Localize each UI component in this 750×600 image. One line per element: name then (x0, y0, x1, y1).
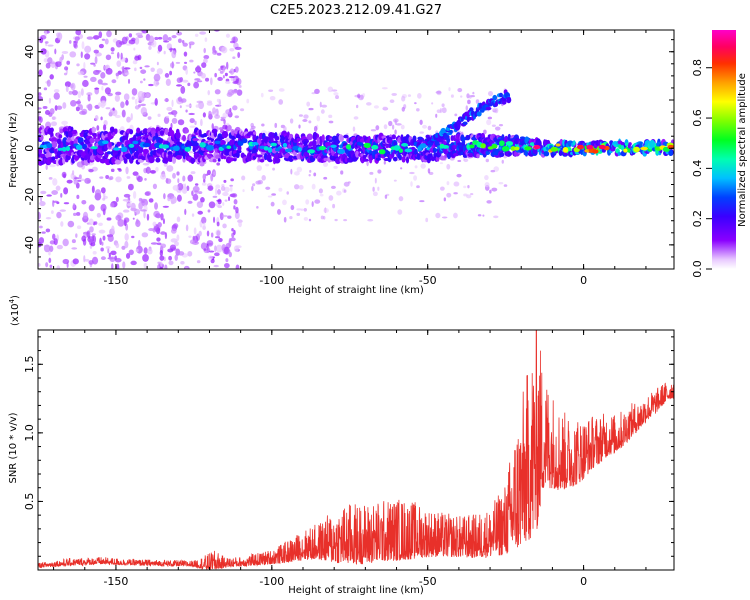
colorbar-tick-label: 0.0 (691, 260, 704, 278)
spectrogram-x-tick-label: 0 (580, 274, 587, 287)
colorbar-gradient (712, 30, 736, 269)
snr-series-line (38, 330, 674, 570)
spectrogram-y-tick-label: 40 (23, 45, 36, 59)
snr-y-tick-label: 1.5 (23, 356, 36, 374)
colorbar: 0.0 0.2 0.4 0.6 0.8 Normalized spectral ampl… (691, 30, 748, 278)
spectrogram-x-tick-label: -150 (103, 274, 128, 287)
colorbar-tick-label: 0.4 (691, 160, 704, 178)
colorbar-label: Normalized spectral amplitude (737, 73, 748, 227)
snr-panel: -150 -100 -50 0 0.5 1.0 1.5 Height of straight… (8, 295, 675, 596)
spectrogram-y-tick-label: 0 (23, 145, 36, 152)
chart-title: C2E5.2023.212.09.41.G27 (270, 3, 442, 18)
snr-x-tick-label: 0 (580, 575, 587, 588)
spectrogram-panel: -150 -100 -50 0 -40 -20 0 20 40 Height of straig… (8, 29, 675, 296)
spectrogram-y-tick-label: -20 (23, 188, 36, 206)
spectrogram-x-tick-label: -100 (259, 274, 284, 287)
snr-x-tick-label: -150 (103, 575, 128, 588)
spectrogram-y-tick-label: -40 (23, 236, 36, 254)
snr-y-tick-label: 0.5 (23, 493, 36, 511)
snr-y-tick-label: 1.0 (23, 424, 36, 442)
spectrogram-x-tick-label: -50 (419, 274, 437, 287)
snr-ticks: -150 -100 -50 0 0.5 1.0 1.5 (23, 330, 674, 588)
snr-frame (37, 329, 675, 571)
spectrogram-image (38, 30, 674, 269)
snr-y-axis-label: SNR (10 * v/v) (8, 412, 19, 483)
colorbar-tick-label: 0.6 (691, 109, 704, 127)
spectrogram-frame (37, 29, 675, 270)
spectrogram-ticks: -150 -100 -50 0 -40 -20 0 20 40 (23, 30, 674, 287)
colorbar-tick-label: 0.8 (691, 59, 704, 77)
snr-x-tick-label: -100 (259, 575, 284, 588)
snr-x-axis-label: Height of straight line (km) (288, 585, 424, 596)
snr-multiplier: (x104) (8, 295, 21, 326)
spectrogram-y-axis-label: Frequency (Hz) (8, 112, 19, 188)
spectrogram-y-tick-label: 20 (23, 93, 36, 107)
colorbar-tick-label: 0.2 (691, 210, 704, 228)
colorbar-ticks: 0.0 0.2 0.4 0.6 0.8 (691, 59, 712, 278)
spectrogram-x-axis-label: Height of straight line (km) (288, 285, 424, 296)
snr-x-tick-label: -50 (419, 575, 437, 588)
